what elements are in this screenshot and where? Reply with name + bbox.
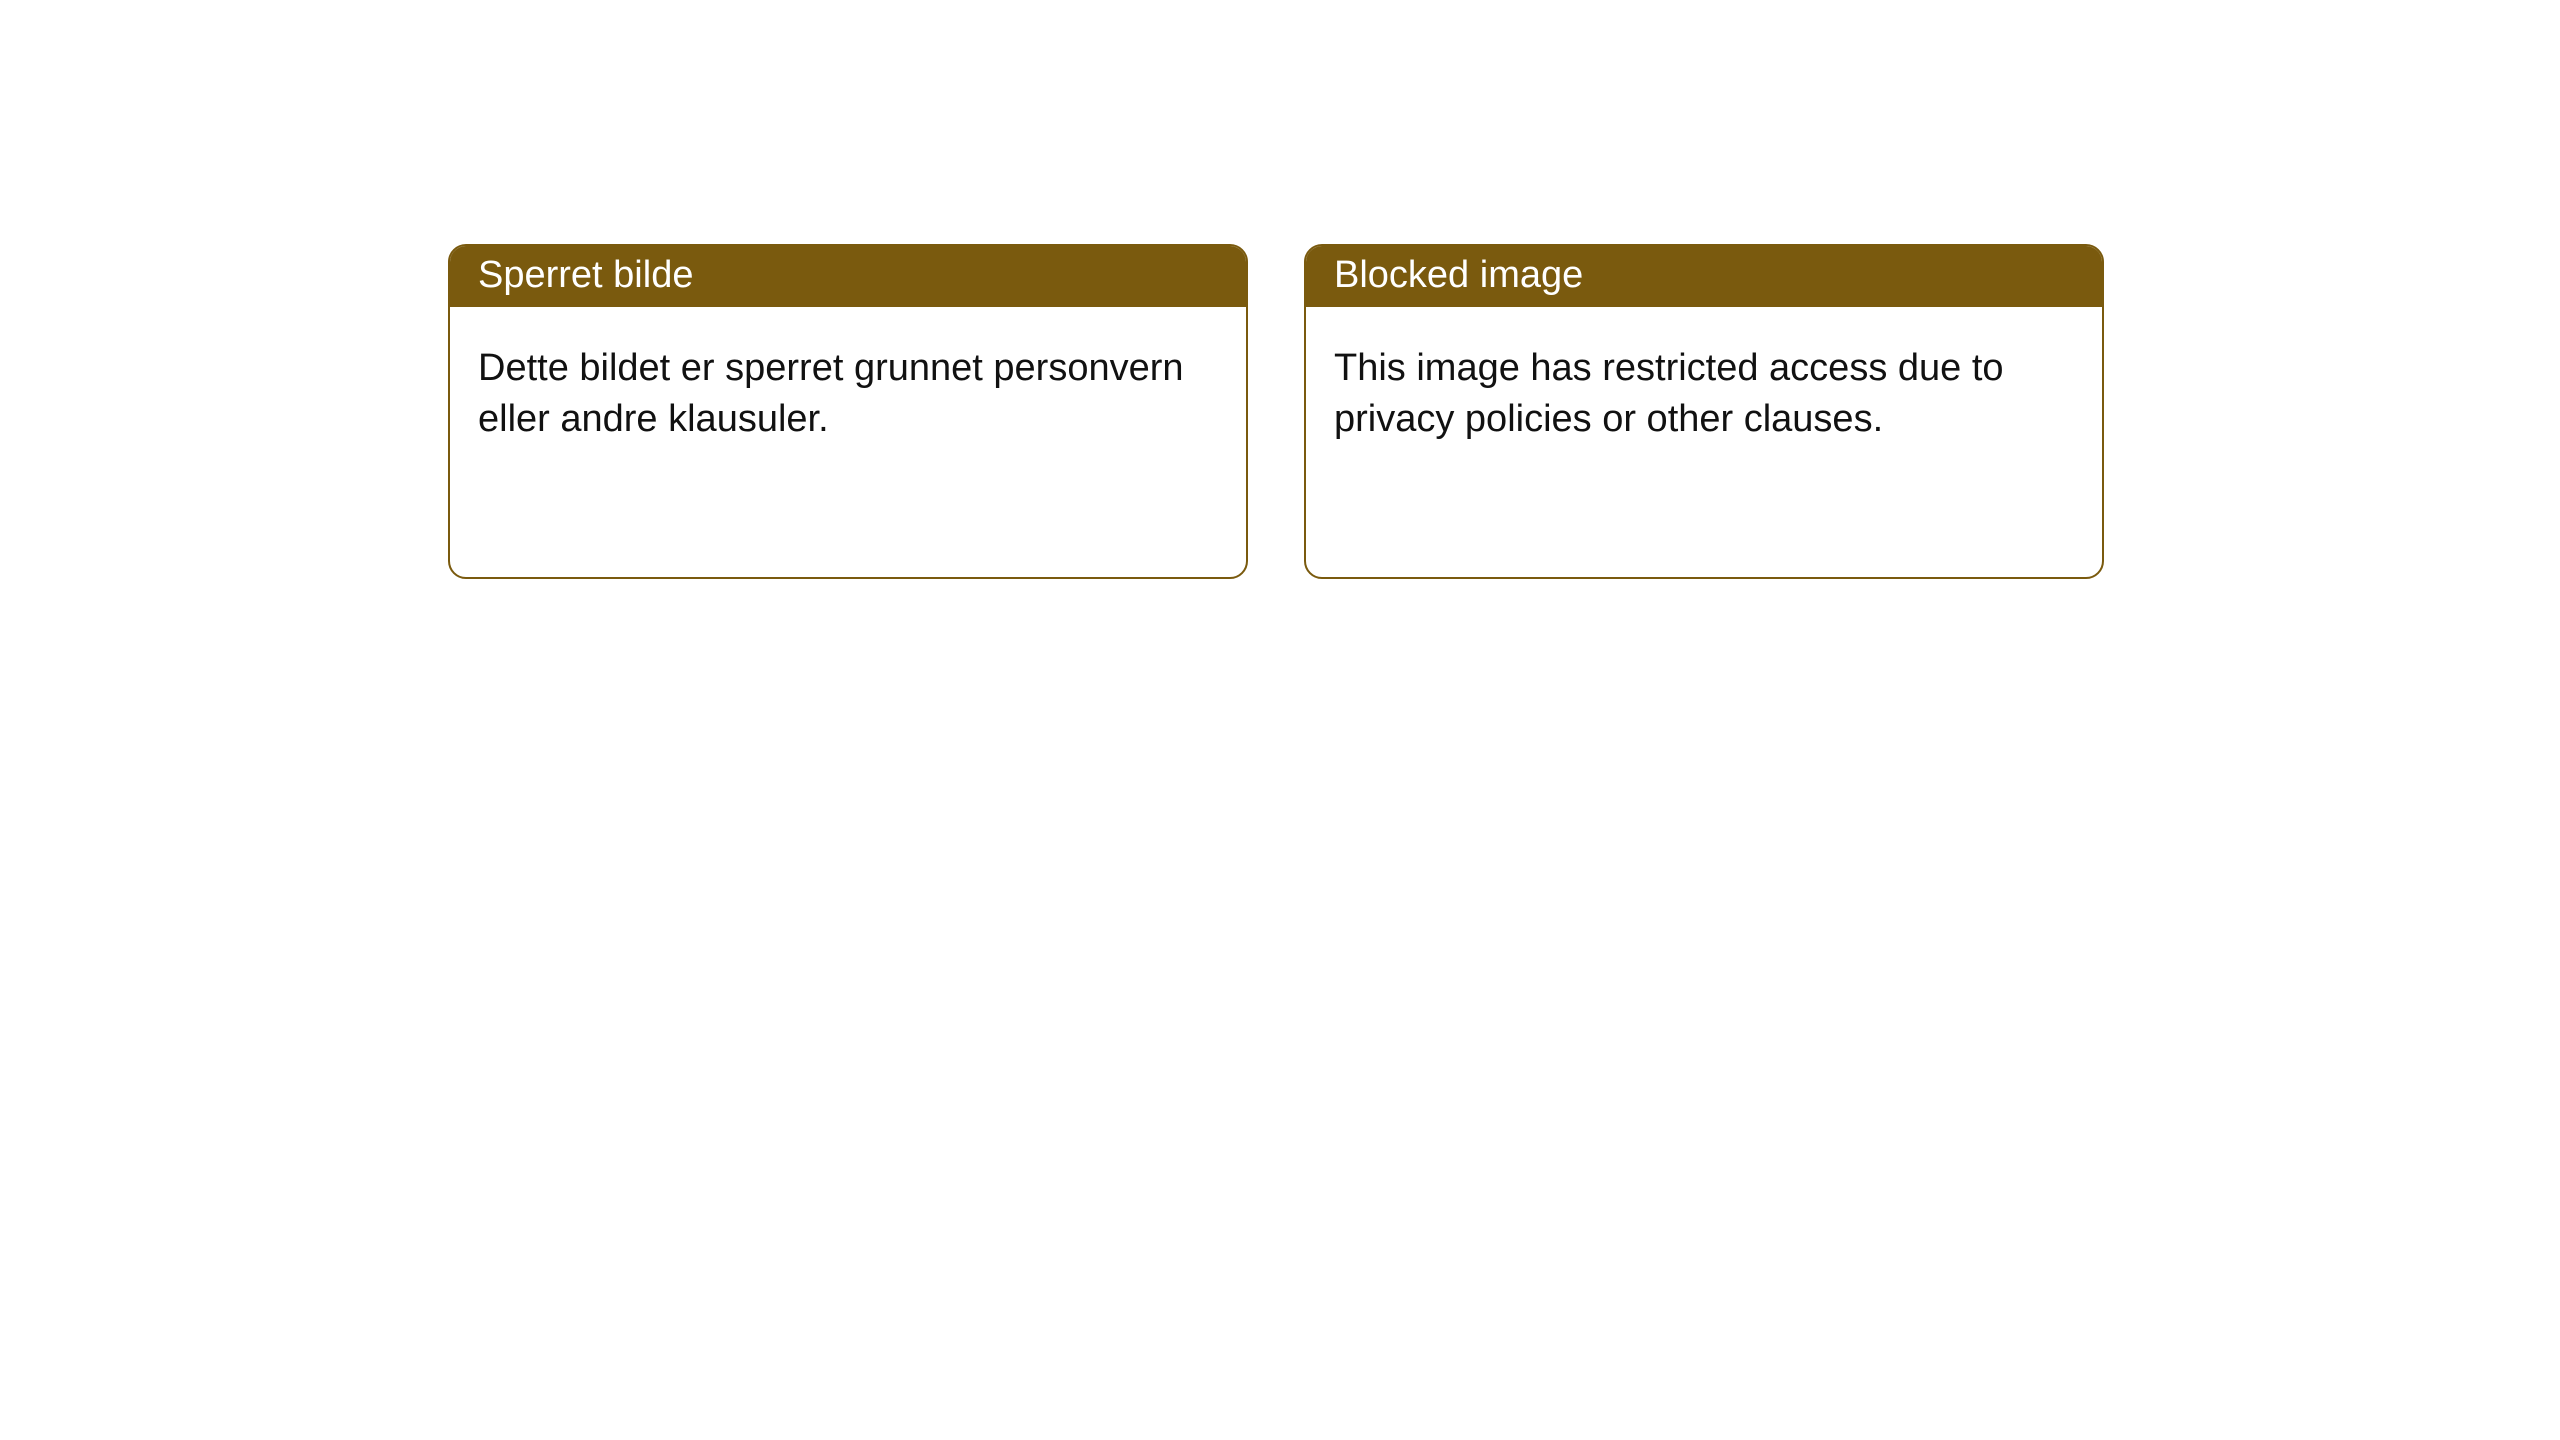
blocked-image-card-en: Blocked image This image has restricted … — [1304, 244, 2104, 579]
card-header-en: Blocked image — [1306, 246, 2102, 307]
card-title-en: Blocked image — [1334, 254, 1583, 296]
card-body-no: Dette bildet er sperret grunnet personve… — [450, 307, 1246, 482]
card-body-text-no: Dette bildet er sperret grunnet personve… — [478, 347, 1184, 440]
card-body-text-en: This image has restricted access due to … — [1334, 347, 2004, 440]
card-title-no: Sperret bilde — [478, 254, 693, 296]
card-body-en: This image has restricted access due to … — [1306, 307, 2102, 482]
card-header-no: Sperret bilde — [450, 246, 1246, 307]
blocked-image-card-no: Sperret bilde Dette bildet er sperret gr… — [448, 244, 1248, 579]
cards-container: Sperret bilde Dette bildet er sperret gr… — [448, 244, 2560, 579]
